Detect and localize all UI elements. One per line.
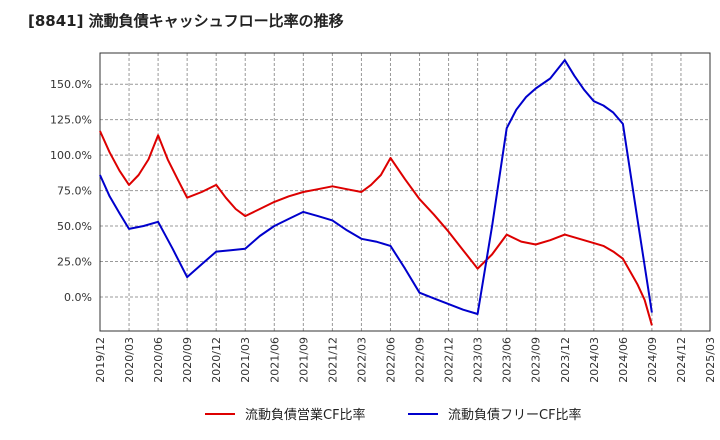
x-tick-label: 2023/06	[501, 337, 514, 383]
x-tick-label: 2023/03	[472, 337, 485, 383]
y-tick-label: 0.0%	[64, 291, 92, 304]
x-tick-label: 2022/06	[384, 337, 397, 383]
x-tick-label: 2025/03	[704, 337, 717, 383]
x-tick-label: 2020/06	[152, 337, 165, 383]
legend-label-1: 流動負債営業CF比率	[245, 407, 366, 423]
series-line-1	[99, 130, 653, 326]
x-tick-label: 2023/12	[559, 337, 572, 383]
series-line-2	[99, 59, 653, 315]
legend-label-2: 流動負債フリーCF比率	[448, 407, 582, 423]
y-tick-label: 125.0%	[50, 114, 92, 127]
y-tick-label: 25.0%	[57, 256, 92, 269]
x-tick-label: 2024/03	[588, 337, 601, 383]
y-tick-label: 150.0%	[50, 78, 92, 91]
x-tick-label: 2021/06	[268, 337, 281, 383]
x-tick-label: 2024/12	[675, 337, 688, 383]
x-tick-label: 2022/12	[443, 337, 456, 383]
plot-frame	[99, 52, 711, 332]
x-tick-label: 2022/03	[355, 337, 368, 383]
x-tick-label: 2020/12	[210, 337, 223, 383]
x-tick-label: 2021/12	[326, 337, 339, 383]
x-tick-label: 2020/09	[181, 337, 194, 383]
x-tick-label: 2020/03	[123, 337, 136, 383]
x-tick-label: 2024/09	[646, 337, 659, 383]
chart-title: [8841] 流動負債キャッシュフロー比率の推移	[28, 12, 344, 30]
x-tick-label: 2021/03	[239, 337, 252, 383]
x-tick-label: 2024/06	[617, 337, 630, 383]
y-tick-label: 75.0%	[57, 185, 92, 198]
y-tick-label: 50.0%	[57, 220, 92, 233]
x-tick-label: 2023/09	[530, 337, 543, 383]
x-tick-label: 2019/12	[94, 337, 107, 383]
x-tick-label: 2021/09	[297, 337, 310, 383]
y-tick-label: 100.0%	[50, 149, 92, 162]
x-tick-label: 2022/09	[414, 337, 427, 383]
